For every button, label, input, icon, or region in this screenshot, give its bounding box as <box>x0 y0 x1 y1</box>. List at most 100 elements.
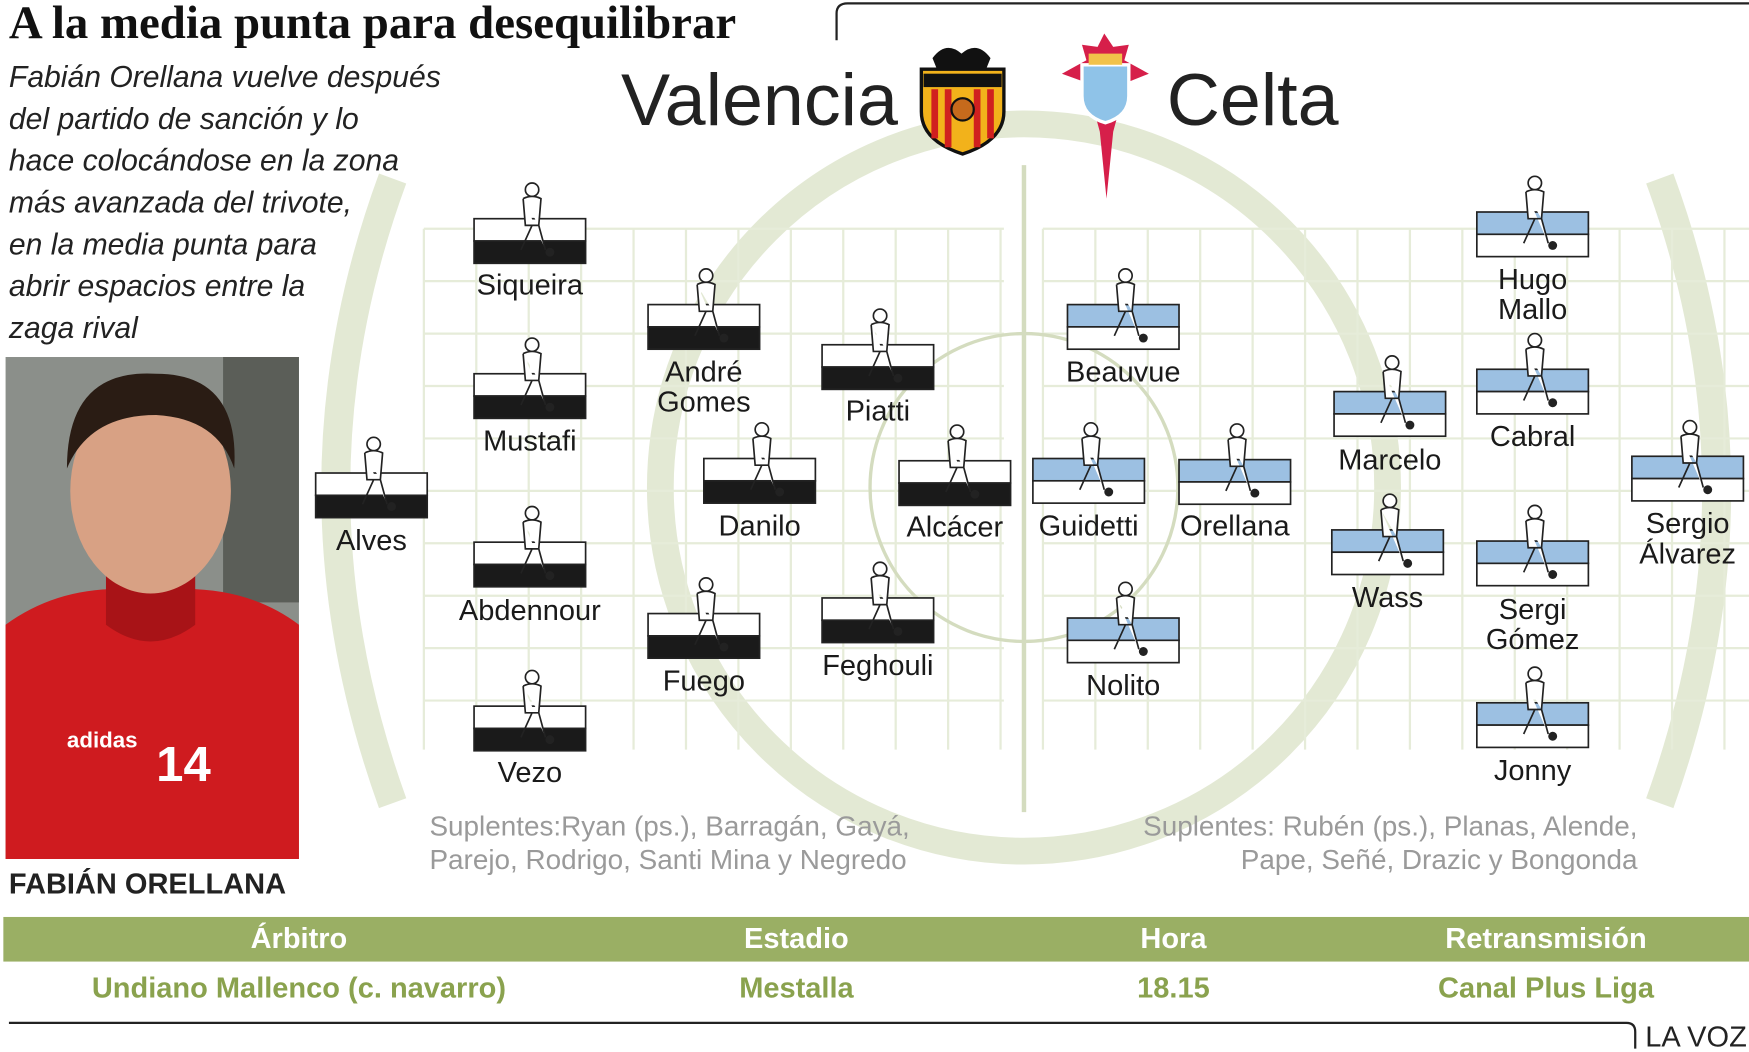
title: A la media punta para desequilibrar <box>9 0 736 49</box>
ball <box>775 487 785 497</box>
figure-head <box>366 436 382 452</box>
intro-line: del partido de sanción y lo <box>9 103 359 136</box>
figure-head <box>1527 175 1543 191</box>
figure-head <box>949 424 965 440</box>
figure-body <box>1113 281 1140 337</box>
player: Sergio Álvarez <box>1631 419 1745 570</box>
info-value: 18.15 <box>1137 972 1210 1004</box>
figure-head <box>1527 666 1543 682</box>
intro-line: zaga rival <box>8 312 139 345</box>
player-name: André Gomes <box>657 357 750 419</box>
figure-body <box>868 574 895 630</box>
info-header: Árbitro <box>251 921 348 955</box>
ball <box>1405 420 1415 430</box>
intro-line: Fabián Orellana vuelve después <box>9 61 441 94</box>
ball <box>1250 488 1260 498</box>
flag-bottom <box>473 727 587 752</box>
figure-body <box>868 321 895 377</box>
intro-line: hace colocándose en la zona <box>9 145 399 178</box>
figure-body <box>520 519 547 574</box>
player-name: Vezo <box>498 757 563 789</box>
player: Jonny <box>1475 666 1590 787</box>
info-value: Canal Plus Liga <box>1438 972 1655 1004</box>
ball <box>1548 398 1558 408</box>
ball <box>1703 485 1713 495</box>
player-name: Guidetti <box>1039 510 1139 542</box>
info-header: Estadio <box>744 923 849 955</box>
figure-body <box>1522 188 1550 244</box>
figure-head <box>1382 493 1398 509</box>
player: Orellana <box>1178 423 1292 542</box>
figure-head <box>524 182 540 198</box>
flag-bottom <box>703 479 817 504</box>
player: Piatti <box>821 308 935 428</box>
figure-head <box>1527 332 1543 348</box>
player: Danilo <box>703 421 817 542</box>
player: Guidetti <box>1032 421 1146 542</box>
player: Cabral <box>1475 332 1590 453</box>
flag-bottom <box>1178 481 1292 506</box>
player: Nolito <box>1066 581 1180 702</box>
player-name: Alves <box>336 525 407 557</box>
figure-body <box>694 281 721 337</box>
ball <box>387 502 396 511</box>
flag-bottom <box>314 494 429 519</box>
player: Abdennour <box>459 505 601 627</box>
flag-bottom <box>1475 724 1590 749</box>
player-name: Cabral <box>1490 421 1575 453</box>
info-value: Undiano Mallenco (c. navarro) <box>92 972 506 1004</box>
figure-head <box>872 561 888 577</box>
figure-head <box>1229 423 1245 439</box>
ball <box>1548 241 1558 250</box>
flag-bottom <box>1066 326 1180 351</box>
players: Alves Siqueira Mustafi Abdennour Vezo André Go… <box>314 175 1745 789</box>
player: Hugo Mallo <box>1475 175 1590 326</box>
figure-head <box>524 337 540 353</box>
intro: Fabián Orellana vuelve después del partid… <box>8 61 441 345</box>
figure-head <box>1384 355 1400 371</box>
flag-bottom <box>473 240 587 265</box>
player: Mustafi <box>473 337 587 458</box>
player-name: Jonny <box>1494 755 1572 787</box>
figure-body <box>1677 433 1705 488</box>
player-name: Siqueira <box>477 270 584 302</box>
player-name: Danilo <box>719 510 801 542</box>
figure-head <box>1682 419 1698 435</box>
figure-body <box>1522 517 1550 573</box>
ball <box>893 626 903 636</box>
figure-body <box>1522 346 1550 401</box>
flag-bottom <box>898 482 1012 507</box>
figure-body <box>520 682 547 738</box>
player: André Gomes <box>647 268 761 419</box>
title-rule <box>835 2 1749 41</box>
big-circle <box>646 110 1401 865</box>
player-name: Marcelo <box>1338 445 1441 477</box>
footer: LA VOZ <box>1645 1021 1747 1052</box>
valencia-crest <box>919 47 1006 156</box>
info-header: Hora <box>1140 923 1207 955</box>
flag-bottom <box>1333 413 1447 438</box>
player: Wass <box>1330 493 1445 614</box>
flag-bottom <box>1032 479 1146 504</box>
player: Alcácer <box>898 424 1012 544</box>
figure-head <box>1527 504 1543 520</box>
player-name: Piatti <box>846 396 910 428</box>
info-header: Retransmisión <box>1445 923 1646 955</box>
figure-body <box>520 195 547 251</box>
figure-body <box>1380 368 1407 424</box>
flag-bottom <box>1475 390 1590 415</box>
figure-body <box>749 435 777 491</box>
ball <box>1104 487 1114 497</box>
figure-body <box>1225 436 1252 492</box>
player-name: Sergio Álvarez <box>1639 508 1736 570</box>
ball <box>893 373 903 383</box>
photo: adidas 14 <box>5 357 299 859</box>
substitutes-line: Parejo, Rodrigo, Santi Mina y Negredo <box>429 844 906 875</box>
flag-bottom <box>821 619 935 644</box>
info-band <box>3 916 1749 962</box>
ball <box>545 402 555 412</box>
player: Beauvue <box>1066 268 1180 389</box>
figure-body <box>1113 594 1140 650</box>
flag-bottom <box>1475 562 1590 587</box>
